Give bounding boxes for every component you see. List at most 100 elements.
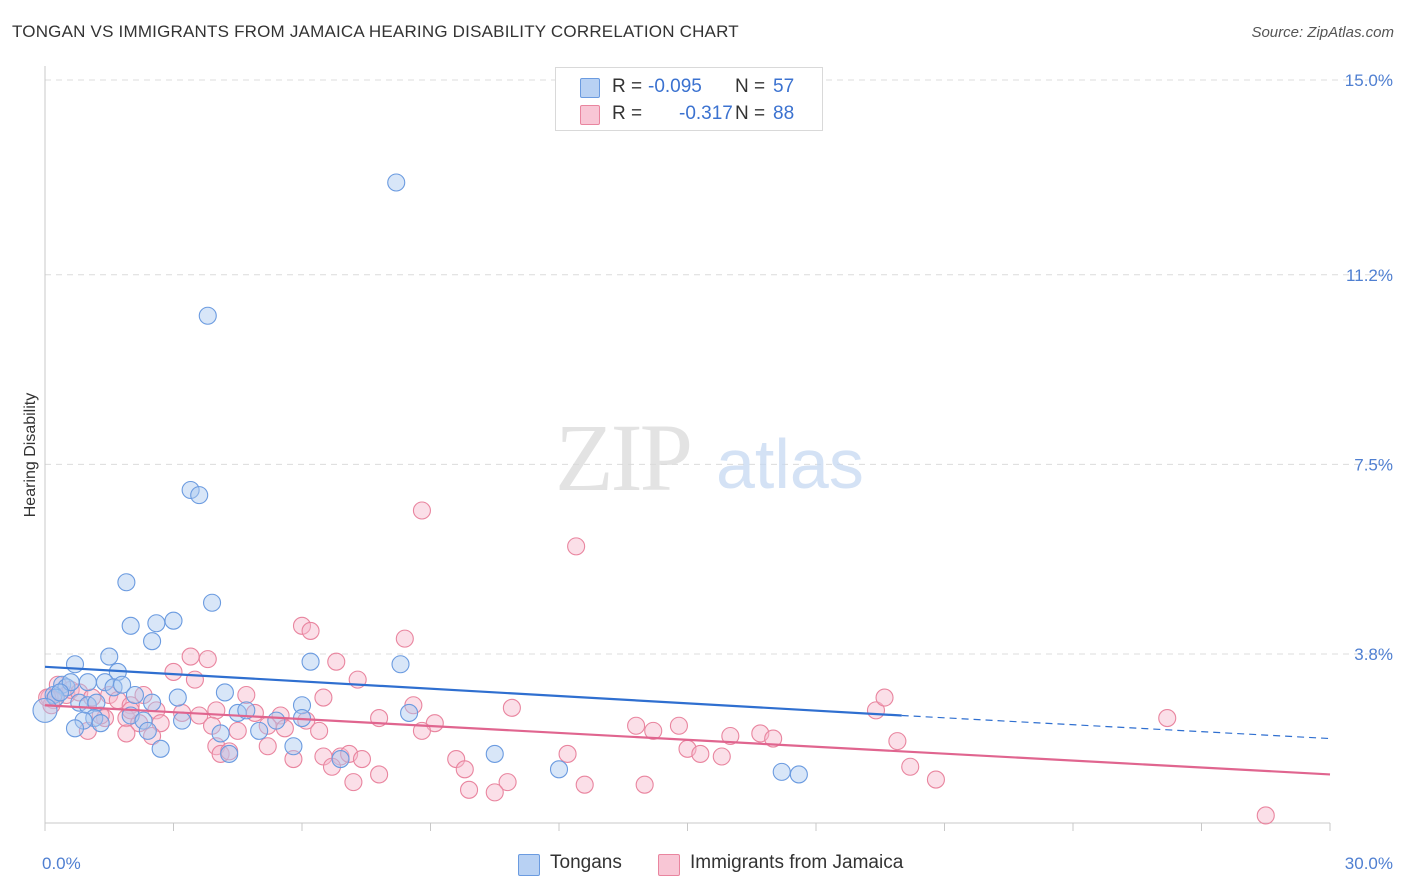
y-tick-label: 3.8% [1354,645,1393,664]
data-point-tongans [400,703,419,722]
data-point-tongans [198,306,217,325]
data-point-tongans [32,697,58,723]
data-point-jamaica [669,716,688,735]
data-point-tongans [50,683,70,702]
data-point-jamaica [284,750,303,769]
data-point-jamaica [314,688,333,707]
data-point-jamaica [644,721,663,740]
data-point-tongans [250,721,269,740]
data-point-tongans [237,701,256,720]
data-point-tongans [190,486,209,505]
series-tongans [32,173,808,784]
data-point-tongans [292,696,312,715]
data-point-jamaica [498,773,517,792]
x-tick-label: 0.0% [42,854,81,873]
data-point-jamaica [181,647,200,666]
trend-line-jamaica [44,704,1331,776]
data-point-tongans [117,573,136,592]
data-point-tongans [220,744,239,763]
data-point-jamaica [575,775,594,794]
data-point-tongans [151,739,170,758]
data-point-tongans [391,655,410,674]
data-point-jamaica [712,747,731,766]
data-point-jamaica [395,629,414,648]
data-point-tongans [65,655,85,674]
y-tick-label: 7.5% [1354,455,1393,474]
data-point-jamaica [352,750,372,769]
chart-title: TONGAN VS IMMIGRANTS FROM JAMAICA HEARIN… [12,22,739,41]
data-point-jamaica [459,780,479,799]
data-point-tongans [121,616,140,635]
data-point-jamaica [207,701,226,720]
trend-lines [44,665,1331,776]
data-point-jamaica [412,501,431,520]
data-point-tongans [125,685,144,705]
data-point-tongans [91,714,110,733]
data-point-tongans [164,611,183,630]
data-point-jamaica [258,737,277,756]
data-point-jamaica [901,757,920,776]
data-point-jamaica [455,760,474,779]
data-point-jamaica [310,721,329,740]
legend-r-value: -0.095 [648,76,702,97]
data-point-tongans [143,632,162,651]
bottom-legend-label: Immigrants from Jamaica [690,852,904,873]
trend-line-tongans [44,665,902,717]
y-axis-label: Hearing Disability [22,393,39,518]
data-point-jamaica [117,724,136,743]
data-point-jamaica [926,770,945,789]
legend-n-value: 57 [773,76,795,97]
tick-labels: 3.8% 7.5% 11.2% 15.0% 0.0% 30.0% [42,71,1393,873]
x-tick-label: 30.0% [1345,854,1393,873]
data-point-jamaica [558,744,577,763]
data-point-jamaica [198,650,217,669]
data-point-jamaica [228,721,247,740]
data-point-tongans [549,760,569,779]
data-point-tongans [168,688,187,707]
watermark: ZIP atlas [555,404,864,511]
data-point-jamaica [1256,806,1275,825]
data-point-tongans [387,173,406,192]
data-point-jamaica [292,616,312,635]
data-point-tongans [215,683,234,702]
y-tick-label: 11.2% [1346,266,1393,285]
data-point-tongans [113,675,132,694]
data-point-tongans [65,719,85,738]
legend-swatch-pink [580,105,600,125]
bottom-legend-swatch-pink [658,854,680,876]
watermark-zip: ZIP [555,404,690,511]
data-point-jamaica [875,688,894,707]
legend-n-label: N = [735,103,766,124]
legend-r-label: R = [612,103,643,124]
data-point-jamaica [327,652,346,671]
data-point-jamaica [888,732,907,751]
data-point-jamaica [370,765,389,784]
data-point-tongans [181,480,200,500]
data-point-tongans [267,711,286,730]
data-point-tongans [100,647,119,666]
data-point-tongans [173,711,192,730]
legend-n-label: N = [735,76,766,97]
data-point-tongans [772,762,791,781]
trend-line-tongans-extension [901,714,1331,740]
data-point-jamaica [567,537,586,556]
data-point-tongans [143,693,162,712]
watermark-atlas: atlas [716,425,864,503]
data-point-tongans [301,652,320,671]
data-point-tongans [284,737,303,756]
data-point-tongans [134,711,153,730]
gridlines [45,79,1392,655]
source-label: Source: ZipAtlas.com [1251,24,1394,41]
legend-swatch-blue [580,78,600,98]
series-immigrants-from-jamaica [38,501,1275,825]
bottom-legend-swatch-blue [518,854,540,876]
legend-r-label: R = [612,76,643,97]
data-point-jamaica [237,685,256,705]
data-point-tongans [331,750,350,769]
data-point-tongans [203,593,222,612]
data-point-jamaica [764,729,783,748]
data-point-jamaica [164,662,183,681]
y-tick-label: 15.0% [1345,71,1393,90]
data-point-jamaica [485,783,504,802]
